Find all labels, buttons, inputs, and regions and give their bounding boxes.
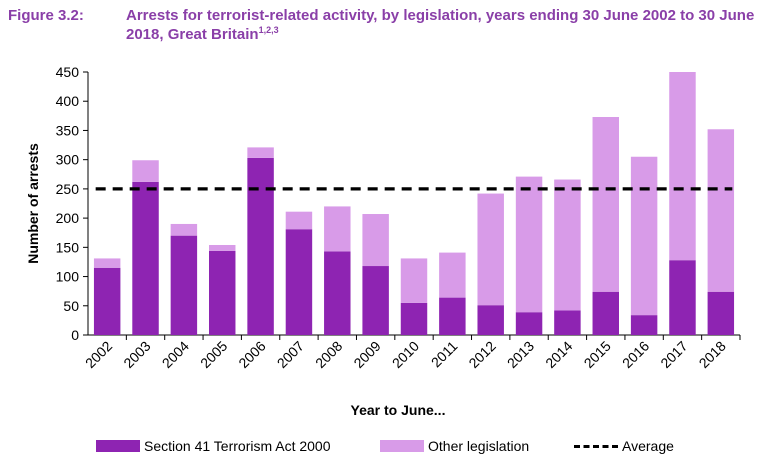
y-tick-label: 350 [56, 122, 80, 138]
y-tick-label: 300 [56, 152, 80, 168]
bar-section41 [170, 235, 198, 335]
x-tick-label: 2014 [542, 338, 575, 371]
x-tick-label: 2018 [696, 338, 729, 371]
bar-section41 [707, 291, 735, 335]
legend-label-section41: Section 41 Terrorism Act 2000 [144, 438, 331, 454]
bar-section41 [324, 251, 351, 335]
x-tick-label: 2011 [428, 338, 461, 371]
bar-other-legislation [400, 258, 428, 303]
x-tick-label: 2013 [504, 338, 537, 371]
x-tick-label: 2012 [465, 338, 498, 371]
legend-swatch-section41 [96, 440, 140, 452]
x-axis-title: Year to June... [351, 402, 446, 418]
bar-section41 [477, 305, 504, 335]
x-tick-label: 2004 [159, 338, 192, 371]
bar-section41 [515, 312, 543, 335]
x-tick-label: 2017 [657, 338, 690, 371]
chart-title: Arrests for terrorist-related activity, … [126, 6, 766, 44]
y-tick-label: 50 [63, 298, 79, 314]
x-tick-label: 2010 [389, 338, 422, 371]
x-tick-label: 2007 [274, 338, 307, 371]
bar-other-legislation [439, 252, 466, 298]
figure-number: Figure 3.2: [8, 7, 84, 24]
legend-item-section41: Section 41 Terrorism Act 2000 [96, 436, 331, 456]
legend-label-average: Average [622, 438, 674, 454]
y-tick-label: 200 [56, 210, 80, 226]
bar-other-legislation [247, 147, 274, 158]
bar-section41 [209, 250, 236, 335]
x-tick-label: 2003 [120, 338, 153, 371]
bar-other-legislation [209, 244, 236, 251]
bar-section41 [592, 291, 619, 335]
bar-other-legislation [132, 160, 159, 182]
y-tick-label: 400 [56, 93, 80, 109]
bar-other-legislation [362, 214, 389, 267]
legend-item-average: Average [574, 436, 674, 456]
x-tick-label: 2009 [350, 338, 383, 371]
legend-item-other: Other legislation [380, 436, 529, 456]
legend-label-other: Other legislation [428, 438, 530, 454]
bar-section41 [669, 260, 696, 335]
bar-section41 [630, 315, 658, 335]
bar-section41 [400, 302, 428, 335]
chart-legend: Section 41 Terrorism Act 2000 Other legi… [96, 436, 736, 456]
x-tick-label: 2005 [197, 338, 230, 371]
x-tick-label: 2006 [235, 338, 268, 371]
bar-section41 [362, 266, 389, 335]
bar-other-legislation [324, 206, 351, 252]
bar-section41 [247, 157, 274, 335]
y-tick-label: 100 [56, 269, 80, 285]
bar-section41 [285, 229, 313, 335]
y-tick-label: 150 [56, 239, 80, 255]
figure-header: Figure 3.2: Arrests for terrorist-relate… [8, 6, 760, 52]
bar-other-legislation [477, 193, 504, 306]
legend-swatch-average [574, 440, 618, 452]
bar-section41 [93, 267, 121, 335]
x-tick-label: 2016 [619, 338, 652, 371]
bar-other-legislation [592, 117, 619, 292]
bar-other-legislation [554, 179, 581, 311]
y-tick-label: 0 [71, 327, 79, 343]
y-tick-label: 450 [56, 64, 80, 80]
y-tick-label: 250 [56, 181, 80, 197]
x-tick-label: 2002 [82, 338, 115, 371]
bar-section41 [439, 297, 466, 335]
legend-swatch-other [380, 440, 424, 452]
bar-section41 [554, 310, 581, 335]
y-axis-title: Number of arrests [25, 143, 41, 264]
bar-other-legislation [285, 211, 313, 230]
bar-section41 [132, 181, 159, 335]
footnote-marks: 1,2,3 [258, 25, 279, 35]
x-tick-label: 2008 [312, 338, 345, 371]
x-tick-label: 2015 [581, 338, 614, 371]
bar-other-legislation [630, 156, 658, 316]
bar-other-legislation [707, 129, 735, 292]
bar-other-legislation [669, 72, 696, 261]
chart-title-text: Arrests for terrorist-related activity, … [126, 7, 755, 43]
bar-other-legislation [515, 176, 543, 313]
bar-other-legislation [170, 223, 198, 236]
bar-other-legislation [93, 258, 121, 268]
